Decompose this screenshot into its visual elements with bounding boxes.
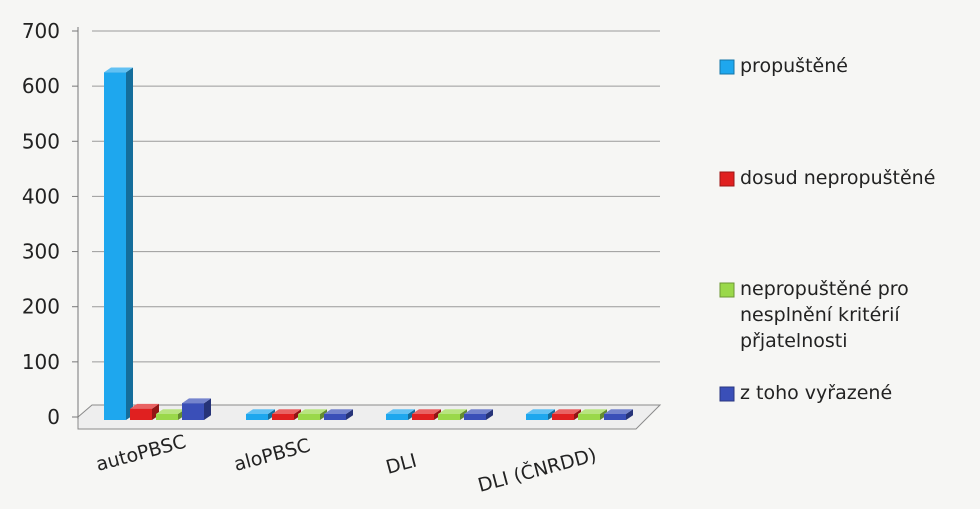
bar-top [412, 409, 441, 414]
bar [386, 414, 408, 420]
bar-top [438, 409, 467, 414]
bar [272, 414, 294, 420]
bar [578, 414, 600, 420]
bar [182, 403, 204, 420]
bar-top [526, 409, 555, 414]
y-tick-label: 600 [22, 74, 60, 98]
legend-label-line: nesplnění kritérií [740, 304, 900, 326]
y-tick-label: 200 [22, 295, 60, 319]
legend-label: dosud nepropuštěné [740, 167, 935, 189]
x-tick-label: aloPBSC [232, 434, 313, 475]
legend-label-line: nepropuštěné pro [740, 278, 909, 300]
legend-label: z toho vyřazené [740, 382, 892, 404]
legend-swatch [719, 59, 735, 75]
bar [438, 414, 460, 420]
bar-top [182, 398, 211, 404]
bar-top [246, 409, 275, 414]
legend-swatch [719, 171, 735, 187]
legend-swatch [719, 386, 735, 402]
x-tick-label: DLI (ČNRDD) [475, 442, 599, 497]
chart-floor [77, 404, 662, 430]
bar-top [324, 409, 353, 414]
x-tick-label: autoPBSC [94, 431, 189, 476]
bar-top [272, 409, 301, 414]
legend-label: propuštěné [740, 55, 848, 77]
legend-label-line: z toho vyřazené [740, 382, 892, 404]
bar-top [156, 409, 185, 414]
bar [246, 414, 268, 420]
bar-top [552, 409, 581, 414]
bar-top [604, 409, 633, 414]
y-tick-label: 500 [22, 129, 60, 153]
y-tick-label: 700 [22, 19, 60, 43]
floor-plane [77, 404, 662, 430]
bar-top [104, 67, 133, 73]
legend-swatch [719, 282, 735, 298]
y-tick-label: 100 [22, 350, 60, 374]
bar [412, 414, 434, 420]
bars [104, 67, 633, 421]
legend-label-line: dosud nepropuštěné [740, 167, 935, 189]
legend-label-line: přjatelnosti [740, 330, 848, 352]
bar-top [578, 409, 607, 414]
bar [156, 414, 178, 420]
y-tick-label: 0 [47, 405, 60, 429]
gridlines [92, 30, 660, 363]
bar [130, 408, 152, 420]
bar [104, 72, 126, 420]
legend-label-line: propuštěné [740, 55, 848, 77]
bar-top [464, 409, 493, 414]
y-axis: 0 100 200 300 400 500 600 700 [22, 19, 79, 429]
bar [604, 414, 626, 420]
bar-top [386, 409, 415, 414]
bar [552, 414, 574, 420]
legend-label: nepropuštěné pro nesplnění kritérií přjate… [740, 278, 909, 352]
bar [464, 414, 486, 420]
bar [526, 414, 548, 420]
bar-top [298, 409, 327, 414]
legend: propuštěné dosud nepropuštěné nepropuštěné… [719, 55, 935, 404]
y-tick-label: 400 [22, 184, 60, 208]
x-tick-label: DLI [384, 450, 419, 479]
y-tick-label: 300 [22, 240, 60, 264]
bar-top [130, 403, 159, 409]
bar [298, 414, 320, 420]
x-axis-labels: autoPBSC aloPBSC DLI DLI (ČNRDD) [94, 431, 599, 497]
bar [324, 414, 346, 420]
